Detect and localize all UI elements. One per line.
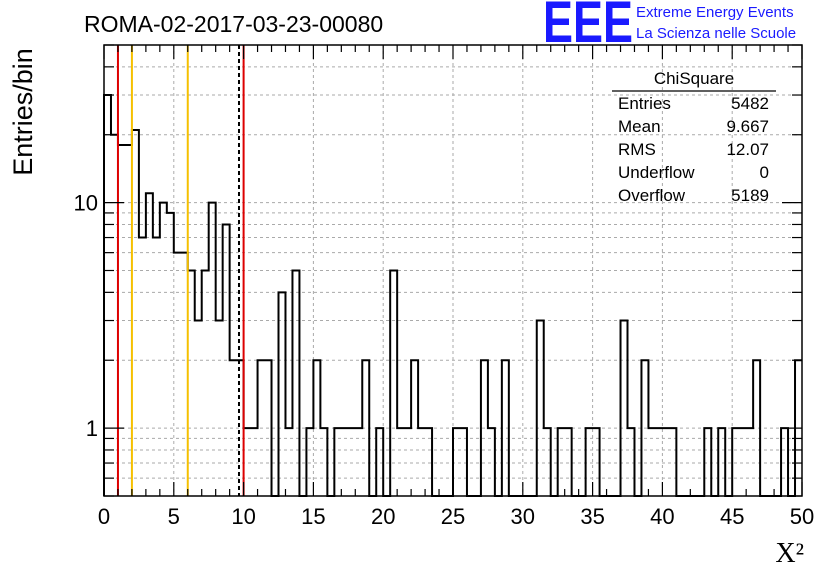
stats-value-entries: 5482 (731, 94, 769, 113)
x-axis-label: X² (775, 538, 804, 569)
y-tick-label: 10 (74, 191, 98, 216)
tick-labels: 0 5 10 15 20 25 30 35 40 45 50 1 10 (74, 191, 815, 529)
x-tick-label: 20 (371, 504, 395, 529)
stats-value-rms: 12.07 (726, 140, 769, 159)
stats-value-mean: 9.667 (726, 117, 769, 136)
stats-label-overflow: Overflow (618, 186, 686, 205)
stats-box-title: ChiSquare (654, 69, 734, 88)
brand-line-2: La Scienza nelle Scuole (636, 25, 796, 42)
chart-title: ROMA-02-2017-03-23-00080 (84, 11, 383, 37)
x-tick-label: 45 (720, 504, 744, 529)
x-tick-label: 40 (650, 504, 674, 529)
reference-lines (116, 45, 245, 496)
stats-value-overflow: 5189 (731, 186, 769, 205)
x-tick-label: 5 (168, 504, 180, 529)
eee-logo: EEE (543, 0, 633, 55)
y-axis-label: Entries/bin (8, 48, 38, 176)
brand-line-1: Extreme Energy Events (636, 4, 794, 21)
stats-value-underflow: 0 (760, 163, 769, 182)
x-tick-label: 10 (231, 504, 255, 529)
y-tick-label: 1 (86, 416, 98, 441)
x-tick-label: 50 (790, 504, 814, 529)
stats-label-mean: Mean (618, 117, 661, 136)
x-tick-label: 15 (301, 504, 325, 529)
stats-label-underflow: Underflow (618, 163, 695, 182)
x-tick-label: 0 (98, 504, 110, 529)
x-tick-label: 30 (511, 504, 535, 529)
x-tick-label: 35 (580, 504, 604, 529)
stats-label-entries: Entries (618, 94, 671, 113)
eee-logo-text: EEE (543, 0, 633, 55)
stats-label-rms: RMS (618, 140, 656, 159)
stats-box: ChiSquare Entries 5482 Mean 9.667 RMS 12… (612, 69, 776, 205)
axes (103, 44, 803, 497)
x-tick-label: 25 (441, 504, 465, 529)
